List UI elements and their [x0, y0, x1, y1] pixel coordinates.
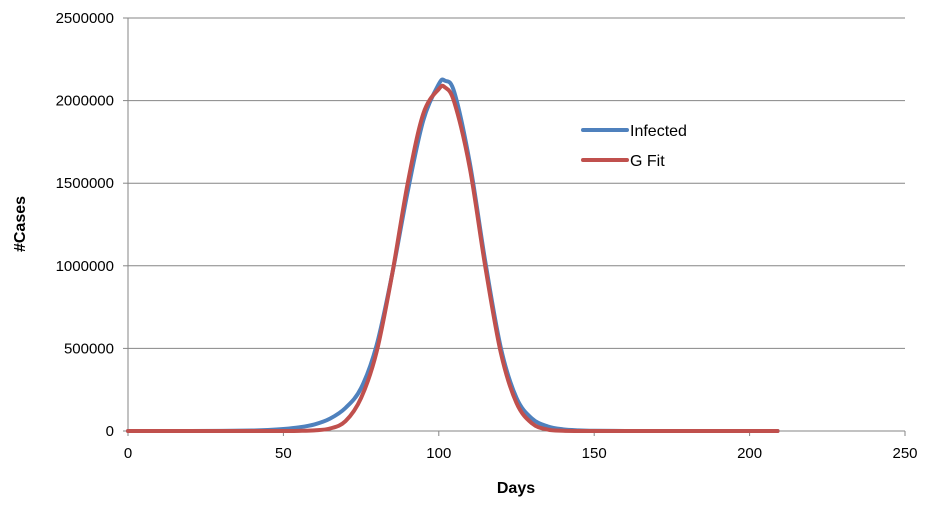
- x-tick-label: 0: [124, 445, 132, 462]
- y-axis-title: #Cases: [12, 196, 29, 252]
- y-tick-label: 1500000: [56, 175, 114, 192]
- series-lines: [126, 77, 780, 433]
- gridlines: [123, 17, 906, 436]
- x-tick-label: 100: [426, 445, 451, 462]
- legend-label-g-fit: G Fit: [630, 153, 665, 170]
- y-tick-label: 500000: [64, 340, 114, 357]
- tick-labels: 0 500000 1000000 1500000 2000000 2500000 0 50 10…: [56, 10, 918, 462]
- y-tick-label: 2500000: [56, 10, 114, 27]
- y-tick-label: 0: [106, 423, 114, 440]
- x-tick-label: 200: [737, 445, 762, 462]
- x-tick-label: 250: [892, 445, 917, 462]
- axes: [123, 18, 905, 436]
- legend: Infected G Fit: [581, 123, 687, 170]
- y-tick-label: 2000000: [56, 93, 114, 110]
- series-line-g-fit: [126, 83, 780, 433]
- x-axis-title: Days: [497, 480, 535, 497]
- y-tick-label: 1000000: [56, 258, 114, 275]
- legend-label-infected: Infected: [630, 123, 687, 140]
- x-tick-label: 150: [582, 445, 607, 462]
- x-tick-label: 50: [275, 445, 292, 462]
